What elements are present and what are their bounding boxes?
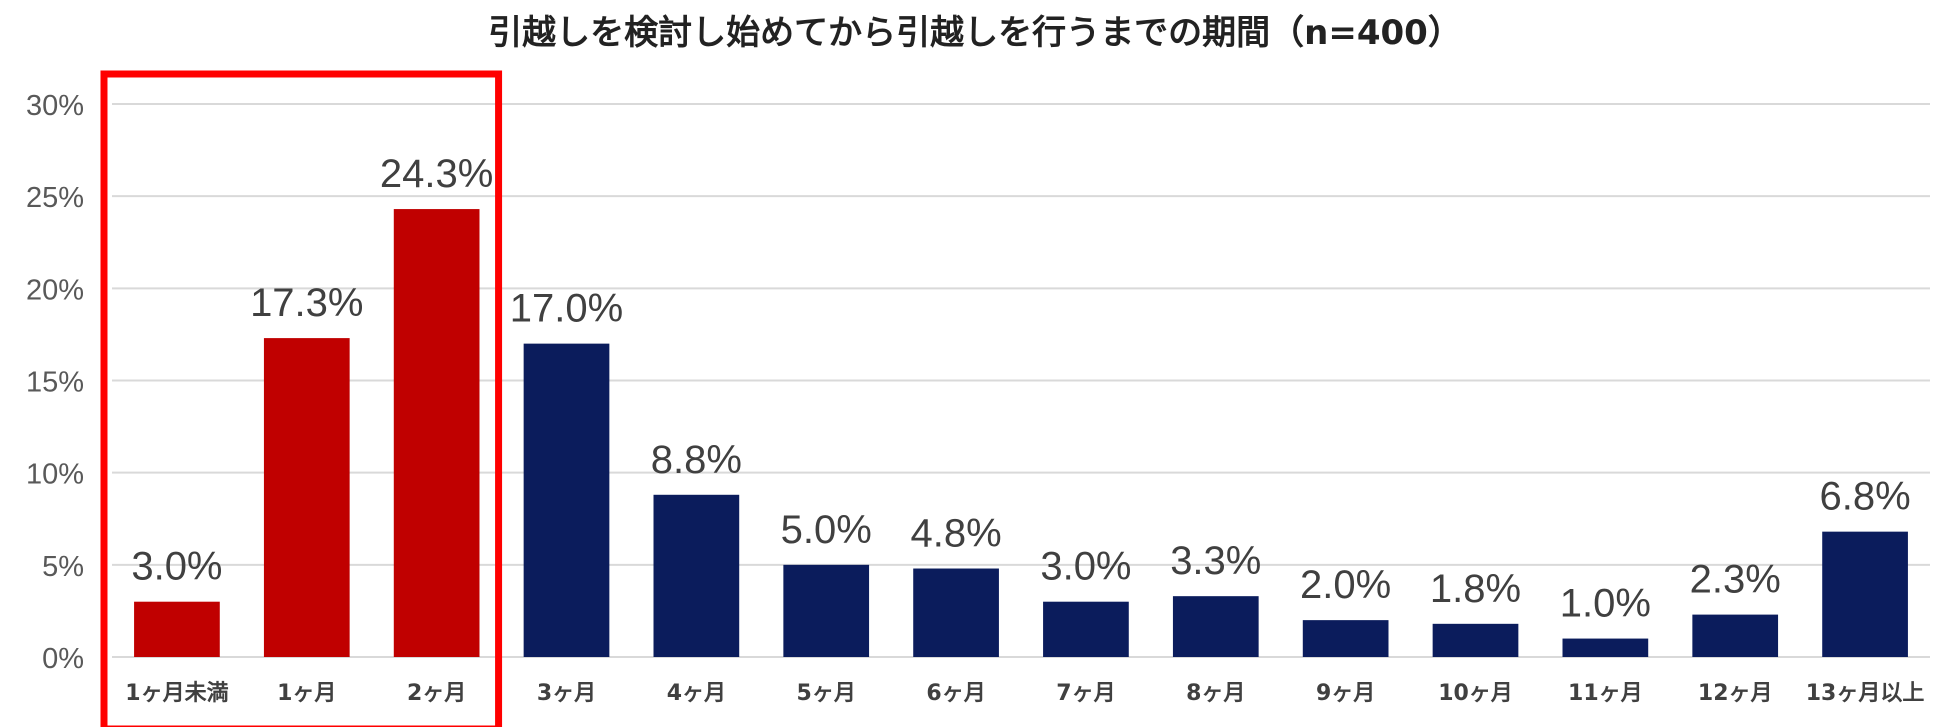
- x-axis: 1ヶ月未満 1ヶ月 2ヶ月 3ヶ月 4ヶ月 5ヶ月 6ヶ月 7ヶ月 8ヶ月 9ヶ月 10ヶ月 11ヶ月…: [125, 680, 1924, 706]
- data-label: 2.0%: [1300, 563, 1391, 607]
- bar: [1692, 614, 1779, 657]
- data-label: 17.3%: [250, 281, 363, 325]
- bar: [1432, 623, 1519, 657]
- bar: [783, 564, 870, 657]
- x-tick-label: 1ヶ月未満: [125, 680, 228, 706]
- bar: [1302, 620, 1389, 657]
- y-tick-label: 30%: [26, 90, 84, 122]
- x-tick-label: 8ヶ月: [1186, 681, 1245, 706]
- y-tick-label: 25%: [26, 182, 84, 214]
- data-labels: 3.0% 17.3% 24.3% 17.0% 8.8% 5.0% 4.8% 3.0% 3.3% 2…: [131, 152, 1910, 625]
- bar: [653, 494, 740, 657]
- data-label: 3.3%: [1170, 539, 1261, 583]
- bar: [134, 601, 220, 657]
- data-label: 5.0%: [781, 508, 872, 552]
- y-tick-label: 20%: [26, 274, 84, 306]
- x-tick-label: 13ヶ月以上: [1806, 681, 1925, 706]
- x-tick-label: 9ヶ月: [1316, 681, 1375, 706]
- x-tick-label: 4ヶ月: [667, 681, 726, 706]
- y-axis: 0% 5% 10% 15% 20% 25% 30%: [26, 90, 84, 675]
- y-tick-label: 5%: [42, 551, 84, 583]
- bar: [1172, 596, 1259, 657]
- bar: [393, 209, 480, 657]
- x-tick-label: 5ヶ月: [797, 681, 856, 706]
- bar: [523, 343, 610, 657]
- bar: [263, 338, 350, 657]
- bars: [134, 209, 1908, 657]
- y-tick-label: 0%: [42, 643, 84, 675]
- data-label: 1.0%: [1560, 582, 1651, 626]
- x-tick-label: 12ヶ月: [1698, 681, 1773, 706]
- y-tick-label: 15%: [26, 367, 84, 399]
- x-tick-label: 6ヶ月: [926, 681, 985, 706]
- x-tick-label: 7ヶ月: [1056, 681, 1115, 706]
- data-label: 6.8%: [1819, 475, 1910, 519]
- data-label: 2.3%: [1690, 558, 1781, 602]
- highlight-box: [100, 70, 503, 727]
- bar: [1822, 531, 1908, 657]
- x-tick-label: 3ヶ月: [537, 681, 596, 706]
- data-label: 1.8%: [1430, 567, 1521, 611]
- x-tick-label: 10ヶ月: [1438, 681, 1513, 706]
- bar: [1562, 638, 1649, 657]
- data-label: 8.8%: [651, 438, 742, 482]
- data-label: 24.3%: [380, 152, 493, 196]
- chart-title: 引越しを検討し始めてから引越しを行うまでの期間（n=400）: [488, 13, 1462, 53]
- x-tick-label: 11ヶ月: [1568, 681, 1643, 706]
- data-label: 3.0%: [1040, 545, 1131, 589]
- x-tick-label: 1ヶ月: [277, 681, 336, 706]
- bar: [1043, 601, 1129, 657]
- x-tick-label: 2ヶ月: [407, 681, 466, 706]
- data-label: 3.0%: [131, 545, 222, 589]
- bar: [913, 568, 999, 657]
- data-label: 4.8%: [910, 512, 1001, 556]
- y-tick-label: 10%: [26, 459, 84, 491]
- data-label: 17.0%: [510, 287, 623, 331]
